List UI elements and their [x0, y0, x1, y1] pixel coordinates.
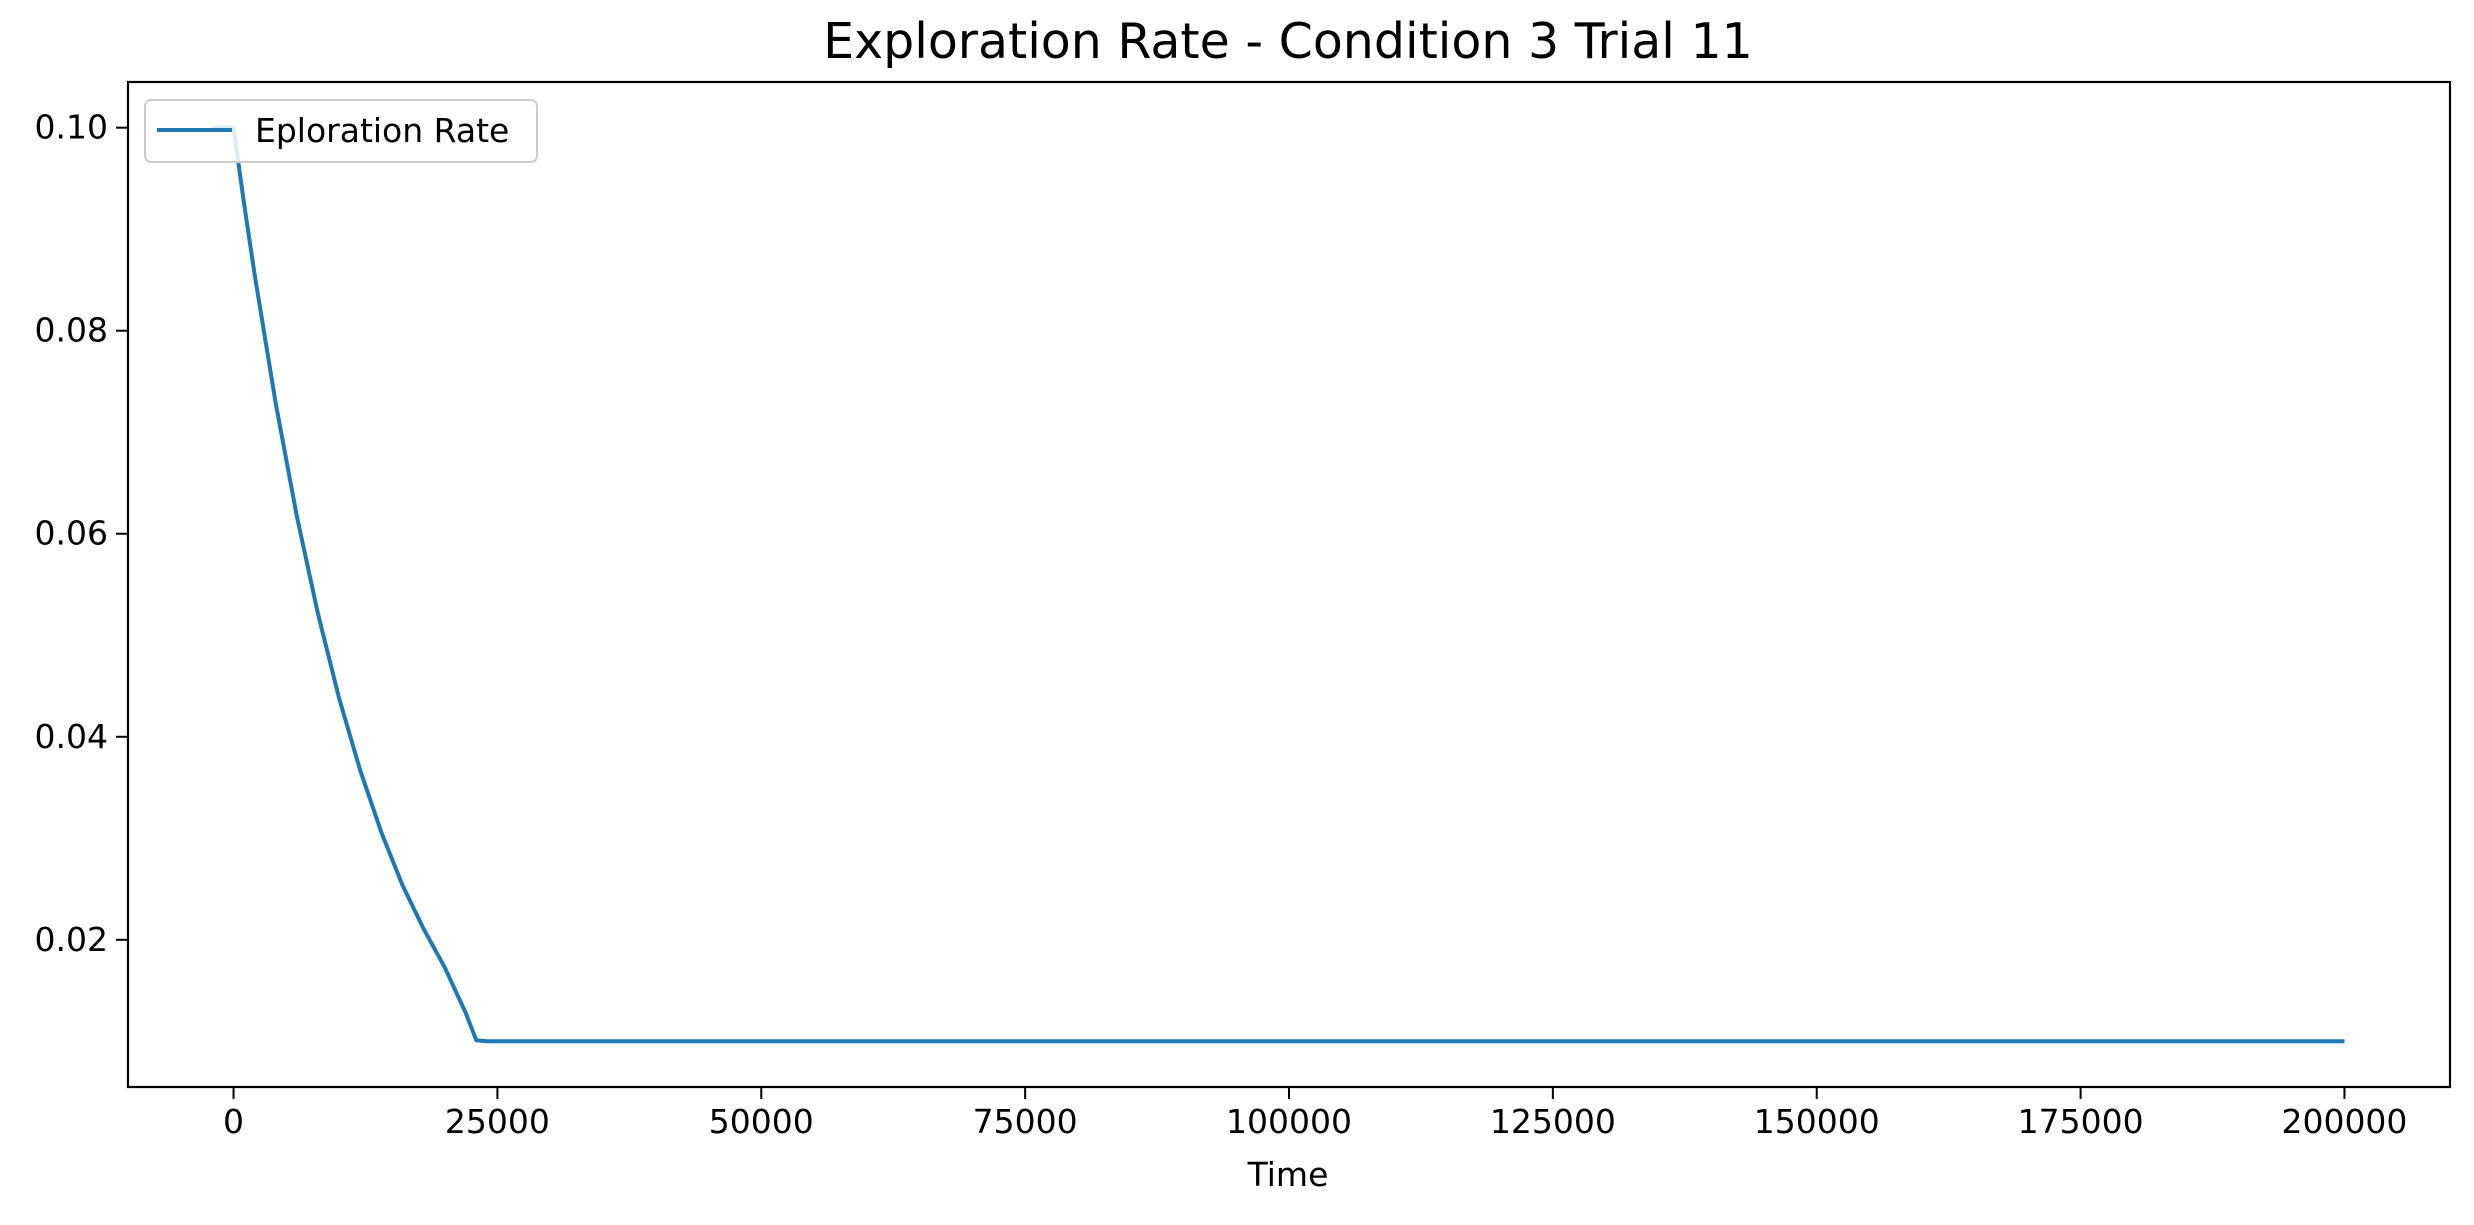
- x-tick-label: 50000: [709, 1102, 814, 1141]
- y-tick-label: 0.08: [35, 311, 108, 350]
- legend-box: [144, 99, 538, 163]
- y-tick-label: 0.06: [35, 514, 108, 553]
- x-tick-label: 125000: [1490, 1102, 1616, 1141]
- y-tick-label: 0.04: [35, 717, 108, 756]
- legend-label: Eploration Rate: [255, 111, 509, 150]
- x-axis: 0 25000 50000 75000 100000 125000 150000 175000…: [223, 1087, 2407, 1141]
- legend: Eploration Rate: [144, 99, 538, 163]
- series-line: [212, 125, 2345, 1044]
- x-tick-label: 200000: [2281, 1102, 2407, 1141]
- x-tick-label: 0: [223, 1102, 244, 1141]
- y-tick-label: 0.10: [35, 108, 108, 147]
- x-tick-label: 75000: [973, 1102, 1078, 1141]
- x-tick-label: 25000: [445, 1102, 550, 1141]
- y-tick-label: 0.02: [35, 920, 108, 959]
- y-axis: 0.02 0.04 0.06 0.08 0.10: [35, 108, 128, 959]
- series-layer: [212, 125, 2345, 1044]
- x-axis-label: Time: [1247, 1155, 1329, 1194]
- x-tick-label: 150000: [1754, 1102, 1880, 1141]
- x-tick-label: 175000: [2018, 1102, 2144, 1141]
- x-tick-label: 100000: [1226, 1102, 1352, 1141]
- chart-title: Exploration Rate - Condition 3 Trial 11: [823, 13, 1753, 70]
